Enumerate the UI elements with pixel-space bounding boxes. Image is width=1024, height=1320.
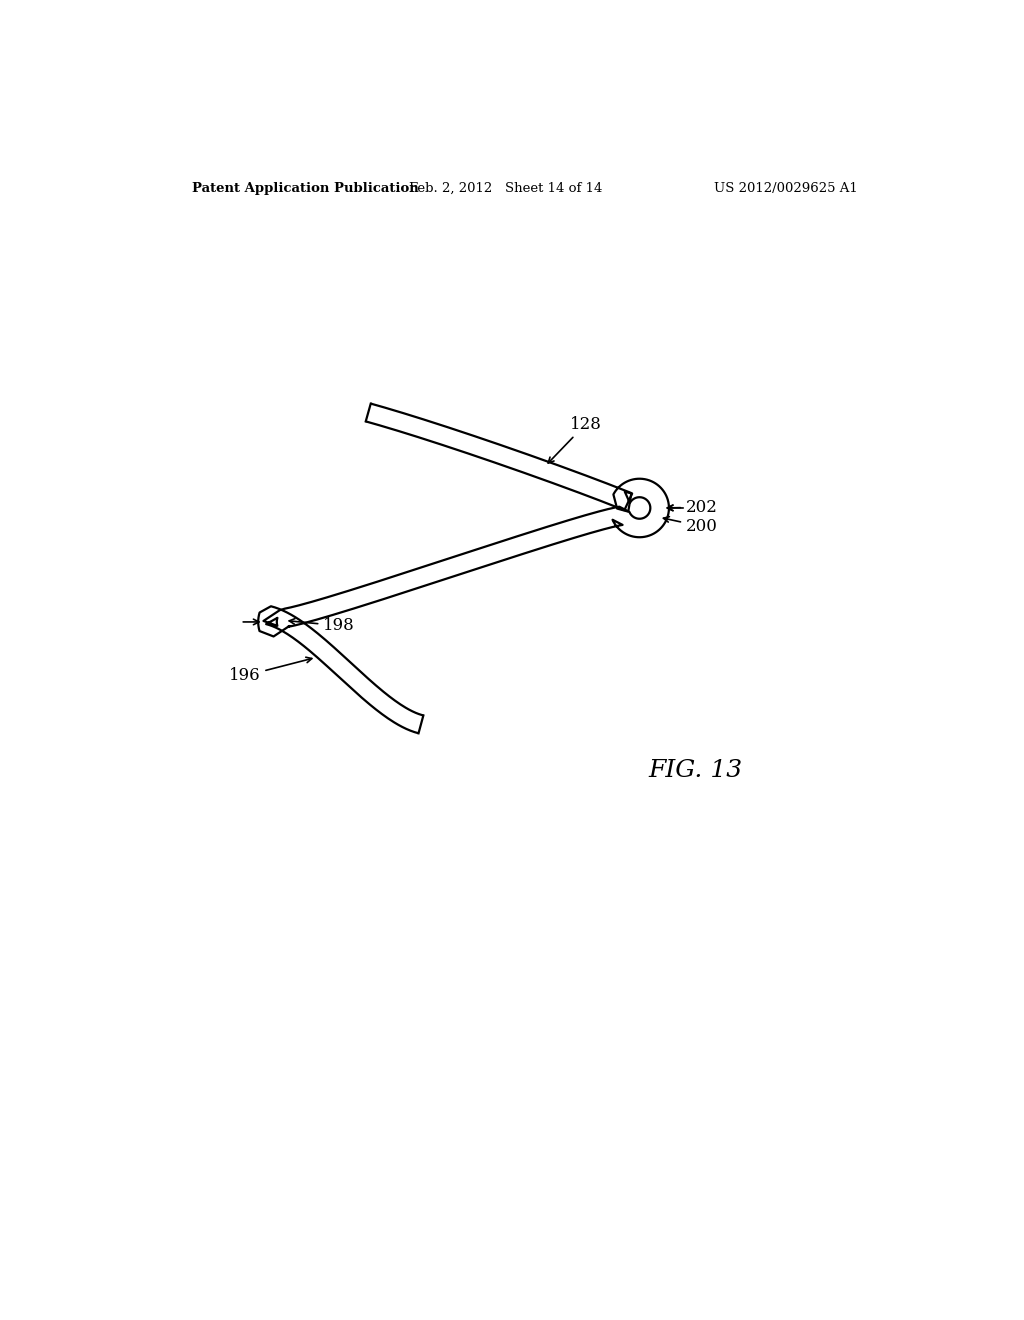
Text: 200: 200 [664,516,718,535]
Text: Patent Application Publication: Patent Application Publication [191,182,418,194]
Text: FIG. 13: FIG. 13 [649,759,743,781]
Text: Feb. 2, 2012   Sheet 14 of 14: Feb. 2, 2012 Sheet 14 of 14 [410,182,603,194]
Text: 198: 198 [289,618,355,635]
Text: US 2012/0029625 A1: US 2012/0029625 A1 [715,182,858,194]
Text: 128: 128 [548,416,602,463]
Text: 196: 196 [228,657,312,684]
Text: 202: 202 [668,499,718,516]
